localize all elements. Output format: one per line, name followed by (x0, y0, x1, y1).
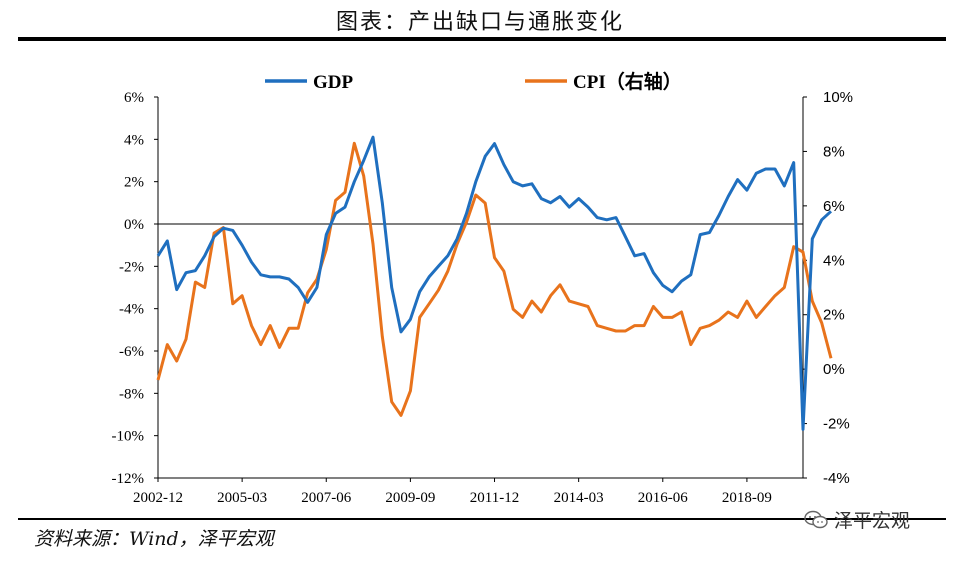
right-tick-label: 6% (823, 198, 845, 215)
left-tick-label: 4% (124, 132, 144, 148)
wechat-logo: 泽平宏观 (804, 506, 910, 533)
x-tick-label: 2016-06 (638, 490, 688, 506)
right-tick-label: 2% (823, 307, 845, 324)
chart-title: 图表：产出缺口与通胀变化 (335, 10, 624, 35)
left-tick-label: 0% (124, 217, 144, 233)
left-tick-label: -2% (119, 259, 144, 275)
legend: GDP CPI（右轴） (265, 70, 682, 93)
right-tick-label: 10% (823, 89, 853, 106)
right-tick-label: -4% (823, 470, 850, 487)
legend-gdp-label: GDP (313, 72, 354, 93)
left-tick-label: 6% (124, 90, 144, 106)
legend-cpi-label: CPI（右轴） (573, 70, 682, 93)
right-tick-label: 4% (823, 252, 845, 269)
x-tick-label: 2002-12 (133, 490, 183, 506)
left-tick-label: -4% (119, 302, 144, 318)
logo-text: 泽平宏观 (834, 510, 911, 532)
wechat-icon (804, 510, 828, 528)
left-tick-label: -12% (112, 471, 145, 487)
right-tick-label: -2% (823, 416, 850, 433)
gdp-line (156, 135, 833, 431)
left-tick-label: -10% (112, 429, 145, 445)
footer-rule (18, 518, 946, 520)
x-tick-label: 2011-12 (470, 490, 519, 506)
source-note: 资料来源：Wind，泽平宏观 (34, 528, 274, 550)
right-tick-label: 8% (823, 143, 845, 160)
x-tick-label: 2014-03 (554, 490, 604, 506)
title-rule (18, 37, 946, 41)
right-tick-label: 0% (823, 361, 845, 378)
cpi-line (156, 141, 833, 417)
series-lines (156, 135, 833, 431)
x-tick-label: 2007-06 (301, 490, 351, 506)
x-tick-label: 2005-03 (217, 490, 267, 506)
x-tick-label: 2018-09 (722, 490, 772, 506)
left-tick-label: -8% (119, 386, 144, 402)
left-tick-label: -6% (119, 344, 144, 360)
x-tick-label: 2009-09 (385, 490, 435, 506)
left-tick-label: 2% (124, 175, 144, 191)
output-gap-inflation-chart: 6% 4% 2% 0% -2% -4% -6% -8% -10% -12% 10% 8% 6% 4% 2% 0… (112, 70, 854, 506)
axes: 6% 4% 2% 0% -2% -4% -6% -8% -10% -12% 10% 8% 6% 4% 2% 0… (112, 89, 854, 506)
